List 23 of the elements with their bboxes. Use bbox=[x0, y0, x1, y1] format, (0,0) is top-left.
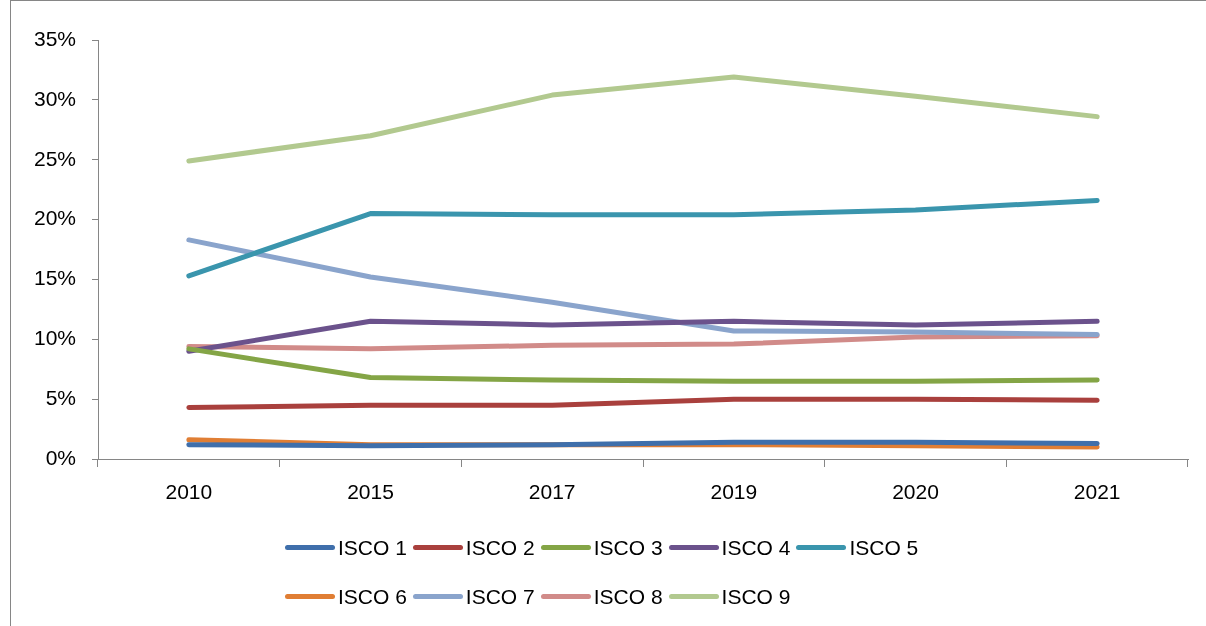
x-tick-label: 2017 bbox=[528, 480, 576, 504]
y-tick-label: 0% bbox=[45, 445, 76, 469]
legend-label: ISCO 1 bbox=[338, 535, 407, 561]
y-tick-label: 25% bbox=[33, 146, 76, 170]
x-tick-label: 2021 bbox=[1073, 480, 1121, 504]
y-tick-label: 35% bbox=[33, 26, 76, 50]
x-tick-label: 2015 bbox=[347, 480, 394, 504]
x-tick-label: 2010 bbox=[165, 480, 213, 504]
legend-label: ISCO 3 bbox=[593, 535, 663, 561]
y-tick-label: 5% bbox=[45, 385, 76, 409]
x-tick-label: 2019 bbox=[710, 480, 758, 504]
y-tick-label: 10% bbox=[33, 326, 76, 350]
legend-label: ISCO 8 bbox=[593, 584, 663, 610]
legend-label: ISCO 6 bbox=[338, 584, 407, 610]
legend-label: ISCO 2 bbox=[465, 535, 535, 561]
legend-label: ISCO 5 bbox=[849, 535, 919, 561]
y-tick-label: 15% bbox=[33, 266, 76, 290]
legend-label: ISCO 9 bbox=[721, 584, 791, 610]
y-tick-label: 20% bbox=[33, 206, 76, 230]
legend-label: ISCO 7 bbox=[465, 584, 535, 610]
legend-label: ISCO 4 bbox=[721, 535, 791, 561]
x-tick-label: 2020 bbox=[892, 480, 939, 504]
y-tick-label: 30% bbox=[33, 86, 76, 110]
